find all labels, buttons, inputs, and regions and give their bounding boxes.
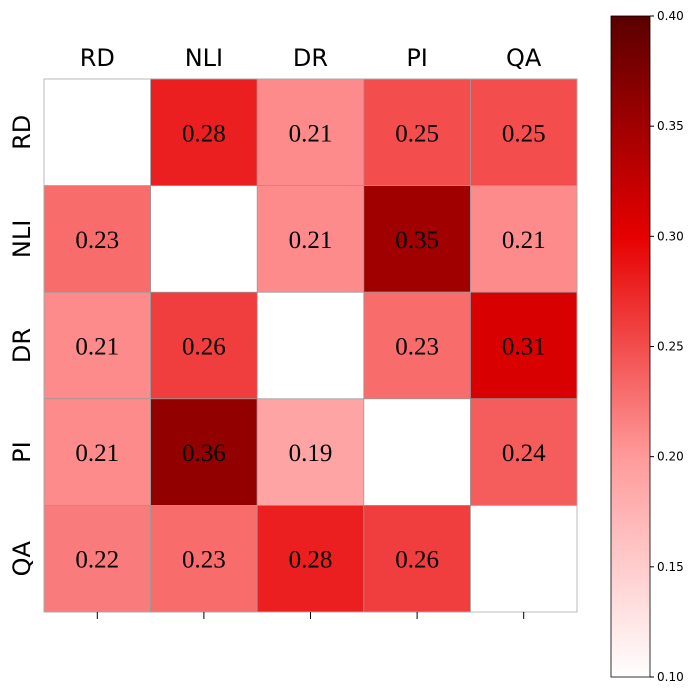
cell-label: 0.23	[395, 334, 439, 361]
cell-label: 0.25	[502, 120, 546, 147]
cell	[43, 504, 151, 613]
cell-label: 0.21	[75, 334, 119, 361]
cell	[43, 398, 151, 506]
column-label: RD	[80, 44, 115, 72]
cell-label: 0.26	[182, 334, 226, 361]
colorbar-tick-label: 0.20	[657, 450, 684, 464]
colorbar-tick-label: 0.15	[657, 560, 684, 574]
row-label: DR	[8, 328, 36, 363]
colorbar-tick-label: 0.40	[657, 9, 684, 23]
colorbar-tick-label: 0.25	[657, 340, 684, 354]
cell	[150, 504, 258, 613]
column-label: NLI	[185, 44, 223, 72]
cell	[150, 78, 258, 186]
cell-label: 0.35	[395, 227, 439, 254]
column-label: PI	[406, 44, 428, 72]
column-label: QA	[506, 44, 542, 72]
cell-label: 0.26	[395, 547, 439, 574]
colorbar-tick-label: 0.10	[657, 670, 684, 684]
cell	[256, 78, 365, 186]
row-label: QA	[8, 540, 36, 576]
cell	[469, 185, 578, 293]
cell	[469, 78, 578, 186]
cell-label: 0.23	[182, 547, 226, 574]
cell-label: 0.36	[182, 440, 226, 467]
cell	[43, 185, 151, 293]
cell-label: 0.25	[395, 120, 439, 147]
cell	[150, 291, 258, 400]
cell-label: 0.31	[502, 334, 546, 361]
cell-label: 0.28	[182, 120, 226, 147]
colorbar-tick-label: 0.30	[657, 229, 684, 243]
cell-label: 0.21	[289, 227, 333, 254]
cell-label: 0.21	[75, 440, 119, 467]
cell-label: 0.19	[289, 440, 333, 467]
cell-label: 0.28	[289, 547, 333, 574]
column-label: DR	[293, 44, 328, 72]
cell	[256, 185, 365, 293]
cell	[150, 398, 258, 506]
cell	[469, 291, 578, 400]
row-label: RD	[8, 115, 36, 150]
cell-label: 0.24	[502, 440, 546, 467]
cell	[469, 398, 578, 506]
row-label: NLI	[8, 220, 36, 258]
cell	[256, 398, 365, 506]
colorbar	[610, 15, 651, 678]
cell-label: 0.23	[75, 227, 119, 254]
cell	[256, 504, 365, 613]
cell-label: 0.22	[75, 547, 119, 574]
cell	[363, 504, 471, 613]
colorbar-tick-label: 0.35	[657, 119, 684, 133]
cell-label: 0.21	[289, 120, 333, 147]
row-label: PI	[8, 441, 36, 463]
cell-label: 0.21	[502, 227, 546, 254]
